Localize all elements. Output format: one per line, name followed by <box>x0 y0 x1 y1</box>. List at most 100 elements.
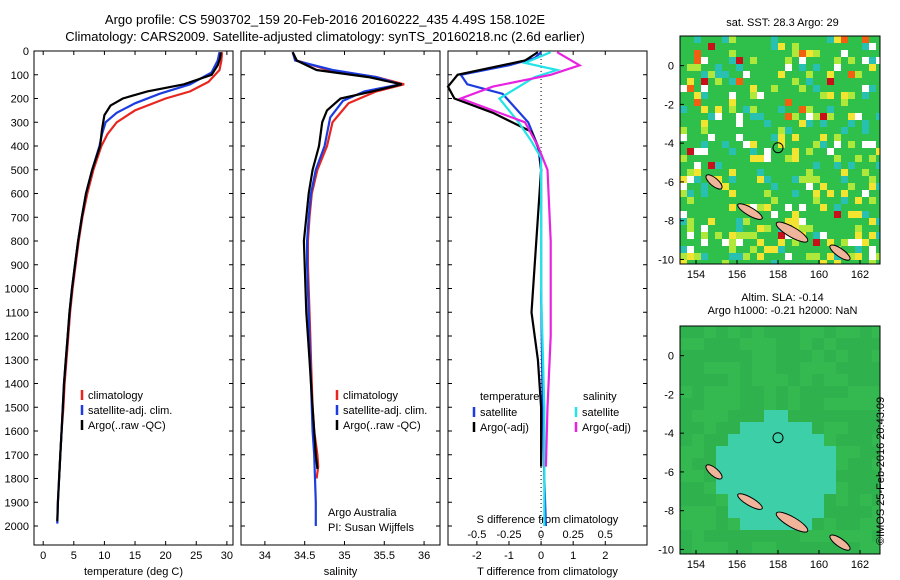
legend-title: salinity <box>583 391 617 403</box>
x-tick-label: 15 <box>129 550 141 562</box>
island <box>829 244 851 261</box>
y-tick-label: 100 <box>11 70 29 82</box>
y-tick-label: 500 <box>11 165 29 177</box>
argo-position-marker <box>772 142 784 154</box>
series-line <box>457 51 583 467</box>
top-axis-label: S difference from climatology <box>477 514 619 526</box>
y-tick-label: 1000 <box>5 284 29 296</box>
series-line <box>446 51 543 467</box>
x-axis-label: temperature (deg C) <box>84 566 183 578</box>
y-tick-label: 400 <box>11 141 29 153</box>
map-y-tick-label: -10 <box>658 544 674 556</box>
y-tick-label: 1800 <box>5 474 29 486</box>
legend-label: Argo(..raw -QC) <box>88 420 166 432</box>
map-x-tick-label: 162 <box>851 559 869 571</box>
map-y-tick-label: 0 <box>668 61 674 73</box>
x-tick-label: 34.5 <box>294 550 315 562</box>
island <box>737 493 763 510</box>
map-x-tick-label: 154 <box>687 269 705 281</box>
legend-label: satellite <box>582 407 619 419</box>
map-y-tick-label: -8 <box>664 506 674 518</box>
map-frame <box>679 325 881 555</box>
y-tick-label: 1500 <box>5 402 29 414</box>
x-axis-label: T difference from climatology <box>477 566 618 578</box>
map-x-tick-label: 162 <box>851 269 869 281</box>
argo-position-marker <box>772 432 784 444</box>
y-tick-label: 700 <box>11 212 29 224</box>
map-x-tick-label: 154 <box>687 559 705 571</box>
plot-frame-2 <box>447 50 648 546</box>
map-y-tick-label: -8 <box>664 216 674 228</box>
y-tick-label: 1300 <box>5 355 29 367</box>
x-tick-label: 2 <box>602 550 608 562</box>
series-line <box>56 51 221 524</box>
x-tick-label: 30 <box>221 550 233 562</box>
s-tick-label: -0.5 <box>467 529 486 541</box>
x-tick-label: 10 <box>98 550 110 562</box>
y-tick-label: 800 <box>11 236 29 248</box>
x-tick-label: 35.5 <box>374 550 395 562</box>
map-y-tick-label: -4 <box>664 428 674 440</box>
y-tick-label: 300 <box>11 117 29 129</box>
s-tick-label: 0.5 <box>598 529 613 541</box>
y-tick-label: 1400 <box>5 379 29 391</box>
legend-label: satellite-adj. clim. <box>88 405 172 417</box>
annotation-text: Argo Australia <box>328 507 397 519</box>
x-tick-label: -1 <box>504 550 514 562</box>
y-tick-label: 1600 <box>5 426 29 438</box>
island <box>737 203 763 220</box>
x-axis-label: salinity <box>324 566 358 578</box>
map-y-tick-label: -10 <box>658 254 674 266</box>
x-tick-label: 35 <box>338 550 350 562</box>
legend-label: climatology <box>88 390 144 402</box>
y-tick-label: 1200 <box>5 331 29 343</box>
plot-frame-1 <box>240 50 441 546</box>
map-frame <box>679 35 881 265</box>
y-tick-label: 900 <box>11 260 29 272</box>
y-tick-label: 1700 <box>5 450 29 462</box>
sla-map-title-1: Altim. SLA: -0.14 <box>741 292 824 304</box>
island <box>829 534 851 551</box>
s-tick-label: 0 <box>538 529 544 541</box>
s-tick-label: 0.25 <box>562 529 583 541</box>
legend-label: climatology <box>343 390 399 402</box>
sst-map <box>680 36 880 264</box>
imos-stamp: ©IMOS 25-Feb-2016 20:43:09 <box>875 396 887 545</box>
map-y-tick-label: -4 <box>664 138 674 150</box>
island <box>705 464 723 480</box>
x-tick-label: 1 <box>570 550 576 562</box>
map-x-tick-label: 160 <box>810 269 828 281</box>
x-tick-label: 34 <box>259 550 271 562</box>
legend-label: Argo(-adj) <box>480 422 529 434</box>
series-line <box>291 51 401 526</box>
y-tick-label: 1900 <box>5 497 29 509</box>
y-tick-label: 200 <box>11 94 29 106</box>
island <box>705 174 723 190</box>
map-y-tick-label: -2 <box>664 99 674 111</box>
map-x-tick-label: 156 <box>728 559 746 571</box>
s-tick-label: -0.25 <box>496 529 521 541</box>
x-tick-label: 20 <box>160 550 172 562</box>
series-line <box>497 51 562 526</box>
map-y-tick-label: -6 <box>664 177 674 189</box>
legend-title: temperature <box>480 391 539 403</box>
x-tick-label: 5 <box>71 550 77 562</box>
map-y-tick-label: 0 <box>668 351 674 363</box>
x-tick-label: 0 <box>538 550 544 562</box>
y-tick-label: 600 <box>11 189 29 201</box>
series-line <box>291 51 403 470</box>
map-y-tick-label: -2 <box>664 389 674 401</box>
x-tick-label: -2 <box>472 550 482 562</box>
x-tick-label: 25 <box>190 550 202 562</box>
legend-label: Argo(-adj) <box>582 422 631 434</box>
legend-label: Argo(..raw -QC) <box>343 420 421 432</box>
island <box>775 511 809 533</box>
sla-map <box>680 326 880 554</box>
page-subtitle: Climatology: CARS2009. Satellite-adjuste… <box>65 29 585 44</box>
sla-map-title-2: Argo h1000: -0.21 h2000: NaN <box>707 305 858 317</box>
x-tick-label: 0 <box>40 550 46 562</box>
map-x-tick-label: 156 <box>728 269 746 281</box>
annotation-text: PI: Susan Wijffels <box>328 522 414 534</box>
legend-label: satellite <box>480 407 517 419</box>
